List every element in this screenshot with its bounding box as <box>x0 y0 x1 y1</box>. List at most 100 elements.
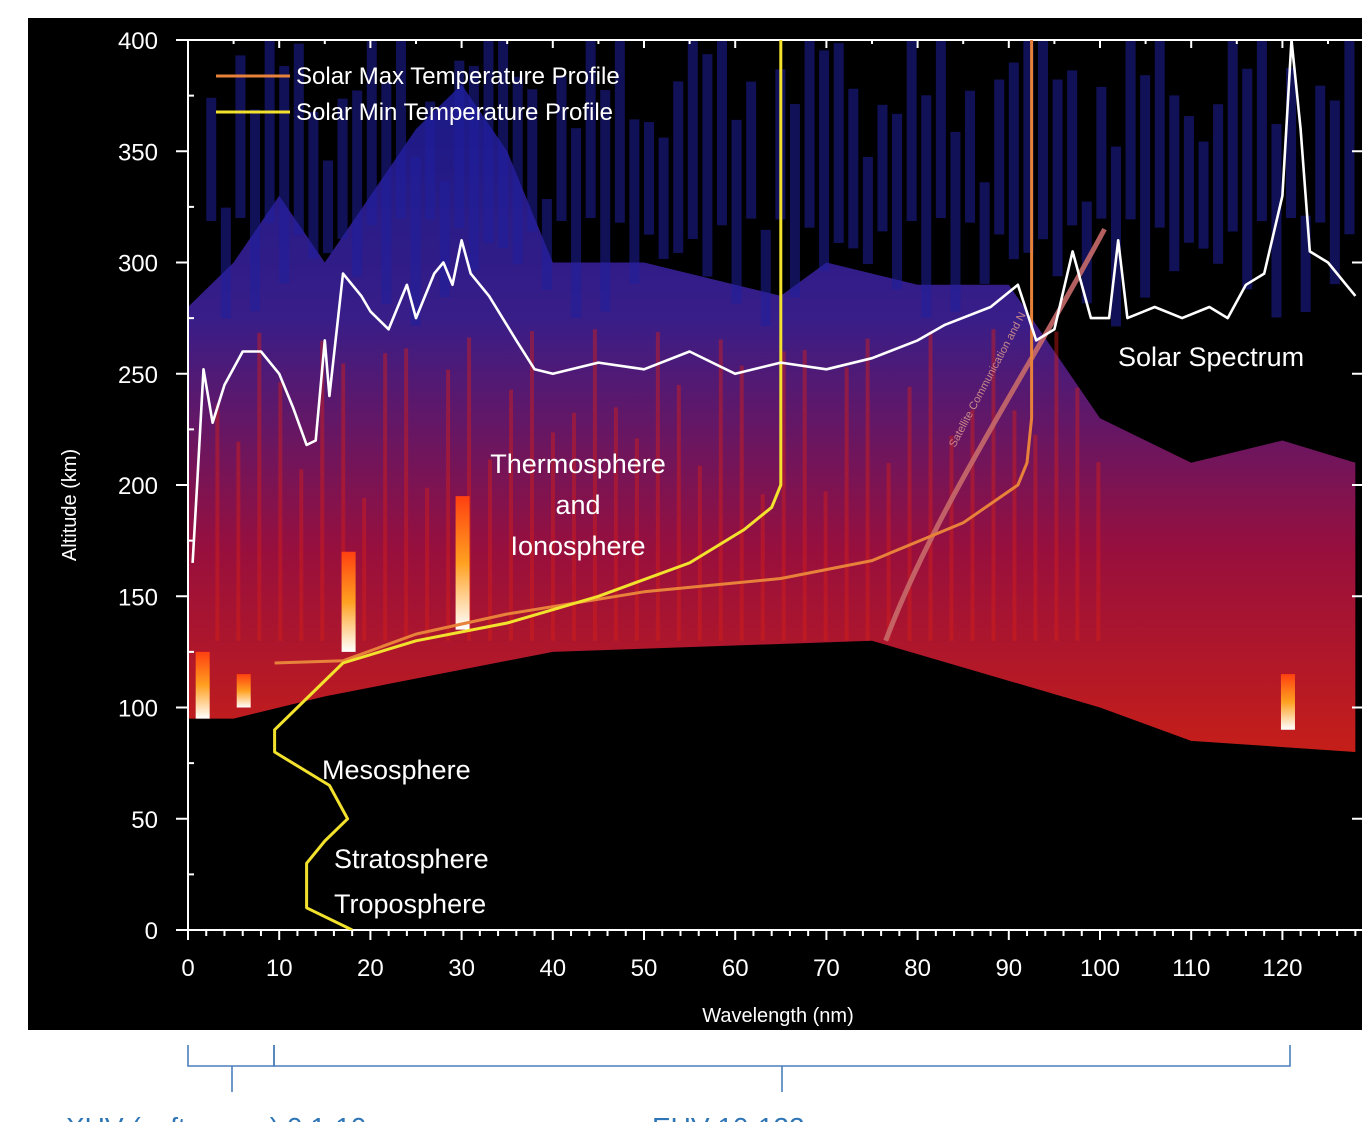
heatmap-haze <box>1344 40 1355 235</box>
heatmap-haze <box>702 54 713 277</box>
heatmap-streak <box>446 369 451 641</box>
heatmap-haze <box>527 89 538 232</box>
heatmap-haze <box>1067 70 1078 226</box>
heatmap-haze <box>395 40 406 219</box>
heatmap-haze <box>206 97 217 221</box>
heatmap-haze <box>279 66 290 284</box>
y-tick-label: 150 <box>118 584 158 611</box>
heatmap-haze <box>629 119 640 284</box>
heatmap-hotspot <box>341 551 356 652</box>
absorption-heatmap <box>188 40 1356 752</box>
x-axis-title: Wavelength (nm) <box>702 1005 854 1027</box>
x-tick-label: 120 <box>1262 955 1302 982</box>
heatmap-hotspot <box>1280 674 1295 730</box>
y-tick-label: 250 <box>118 362 158 389</box>
heatmap-haze <box>585 40 596 219</box>
heatmap-streak <box>257 332 262 641</box>
heatmap-haze <box>1081 201 1092 304</box>
x-tick-label: 110 <box>1172 955 1210 982</box>
heatmap-haze <box>293 43 304 235</box>
heatmap-haze <box>1256 40 1267 222</box>
heatmap-haze <box>410 157 421 326</box>
heatmap-haze <box>1125 40 1136 220</box>
y-tick-label: 400 <box>118 28 158 55</box>
heatmap-streak <box>613 407 618 641</box>
heatmap-haze <box>965 90 976 223</box>
y-tick-label: 200 <box>118 473 158 500</box>
annotation-thermosphere: Thermosphere <box>490 449 666 479</box>
heatmap-hotspot <box>455 496 470 630</box>
heatmap-streak <box>991 329 996 641</box>
heatmap-haze <box>716 40 727 226</box>
y-tick-label: 0 <box>145 918 158 945</box>
heatmap-haze <box>322 160 334 254</box>
heatmap-streak <box>718 339 723 641</box>
heatmap-haze <box>264 40 275 223</box>
heatmap-hotspot <box>236 674 251 708</box>
heatmap-haze <box>381 81 392 304</box>
solar-max-profile-line <box>274 40 1034 665</box>
band-brackets: XUV (soft x-rays) 0.1-10 nm EUV 10-122 n… <box>66 1045 1291 1122</box>
heatmap-streak <box>341 363 346 641</box>
euv-bracket <box>273 1045 1291 1092</box>
heatmap-haze <box>220 207 231 319</box>
y-tick-label: 350 <box>118 139 158 166</box>
heatmap-streak <box>949 435 954 641</box>
heatmap-streak <box>571 412 576 641</box>
x-tick-label: 80 <box>904 955 931 982</box>
annotation-troposphere: Troposphere <box>334 889 486 919</box>
heatmap-haze <box>1154 40 1165 228</box>
heatmap-haze <box>819 50 830 271</box>
heatmap-haze <box>1140 75 1151 298</box>
y-tick-label: 300 <box>118 251 158 278</box>
heatmap-haze <box>746 81 757 219</box>
heatmap-haze <box>512 76 523 265</box>
heatmap-haze <box>760 229 771 327</box>
heatmap-streak <box>655 332 660 641</box>
heatmap-haze <box>556 75 567 221</box>
y-axis-title: Altitude (km) <box>59 449 81 561</box>
heatmap-streak <box>550 432 555 641</box>
heatmap-haze <box>906 40 917 222</box>
heatmap-haze <box>1096 86 1107 219</box>
heatmap-streak <box>865 338 870 641</box>
heatmap-haze <box>308 111 319 259</box>
heatmap-haze <box>250 109 261 312</box>
heatmap-haze <box>979 182 990 284</box>
heatmap-haze <box>1315 85 1326 223</box>
heatmap-streak <box>1033 434 1038 641</box>
heatmap-haze <box>1198 141 1209 249</box>
heatmap-streak <box>215 404 220 641</box>
heatmap-haze <box>935 40 946 219</box>
heatmap-haze <box>468 66 479 271</box>
heatmap-streak <box>970 409 975 641</box>
heatmap-streak <box>697 465 702 641</box>
heatmap-haze <box>848 88 859 249</box>
heatmap-streak <box>634 438 639 641</box>
x-tick-label: 30 <box>448 955 475 982</box>
heatmap-streak <box>760 494 765 641</box>
heatmap-haze <box>498 40 509 249</box>
heatmap-streak <box>320 340 325 641</box>
heatmap-haze <box>644 122 655 235</box>
satellite-communication-line <box>883 227 1107 642</box>
x-tick-label: 40 <box>539 955 566 982</box>
heatmap-streak <box>509 389 514 641</box>
x-tick-label: 10 <box>266 955 293 982</box>
series-layer <box>191 40 1357 930</box>
heatmap-streak <box>425 487 430 641</box>
heatmap-streak <box>823 491 828 641</box>
heatmap-haze <box>352 90 363 277</box>
heatmap-haze <box>673 81 684 253</box>
heatmap-haze <box>1183 116 1194 243</box>
heatmap-streak <box>781 351 786 641</box>
heatmap-haze <box>1213 104 1224 264</box>
heatmap-haze <box>687 40 698 240</box>
heatmap-streak <box>907 386 912 641</box>
heatmap-haze <box>571 128 582 319</box>
heatmap-streak <box>467 337 472 641</box>
heatmap-streak <box>886 463 891 641</box>
heatmap-streak <box>404 348 409 641</box>
annotation-mesosphere: Mesosphere <box>322 755 471 785</box>
